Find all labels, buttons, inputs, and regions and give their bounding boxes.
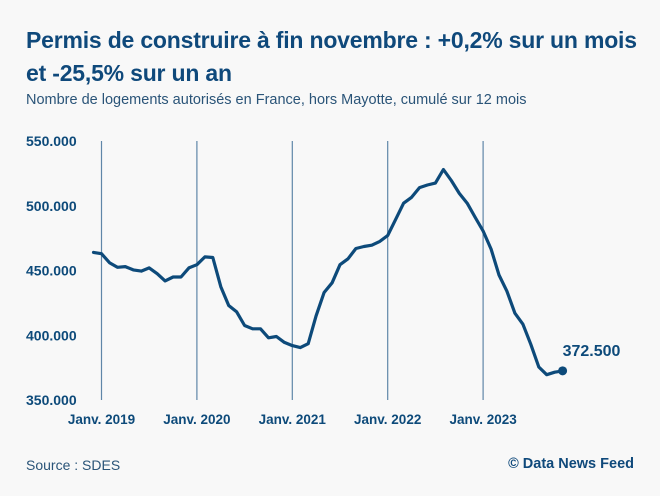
x-tick-label: Janv. 2020: [163, 412, 230, 427]
x-tick-label: Janv. 2019: [68, 412, 135, 427]
chart-title: Permis de construire à fin novembre : +0…: [26, 27, 637, 86]
x-tick-label: Janv. 2021: [259, 412, 327, 427]
brand-credit: © Data News Feed: [508, 456, 634, 472]
x-tick-label: Janv. 2022: [354, 412, 421, 427]
data-points: [92, 168, 564, 376]
gridlines: [100, 141, 484, 400]
source-label: Source : SDES: [26, 457, 121, 473]
y-tick-label: 450.000: [26, 263, 77, 279]
y-tick-label: 500.000: [26, 198, 77, 214]
chart-subtitle: Nombre de logements autorisés en France,…: [26, 92, 527, 108]
end-point-marker: [558, 366, 568, 376]
end-value-label: 372.500: [563, 343, 621, 360]
y-axis-tick-labels: 550.000 500.000 450.000 400.000 350.000: [26, 133, 77, 408]
y-tick-label: 350.000: [26, 392, 77, 408]
y-tick-label: 400.000: [26, 327, 77, 343]
x-tick-label: Janv. 2023: [449, 412, 517, 427]
y-tick-label: 550.000: [26, 133, 77, 149]
series-line: [91, 167, 565, 377]
x-axis-tick-labels: Janv. 2019 Janv. 2020 Janv. 2021 Janv. 2022…: [68, 412, 517, 427]
